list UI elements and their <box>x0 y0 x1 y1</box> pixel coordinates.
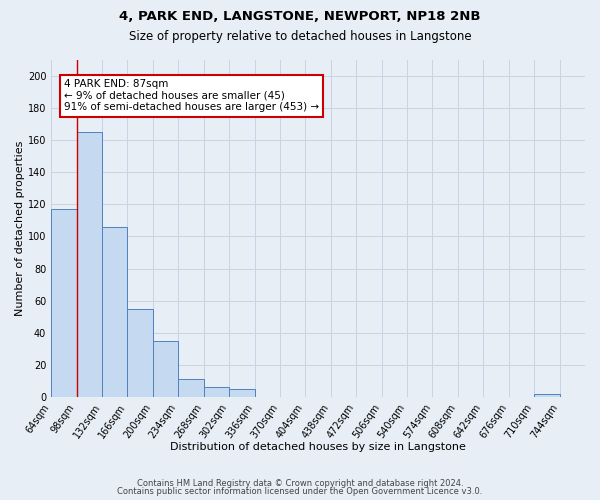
Bar <box>203 387 229 397</box>
Bar <box>178 379 203 397</box>
Y-axis label: Number of detached properties: Number of detached properties <box>15 140 25 316</box>
X-axis label: Distribution of detached houses by size in Langstone: Distribution of detached houses by size … <box>170 442 466 452</box>
Text: Contains public sector information licensed under the Open Government Licence v3: Contains public sector information licen… <box>118 487 482 496</box>
Bar <box>77 132 102 397</box>
Text: 4 PARK END: 87sqm
← 9% of detached houses are smaller (45)
91% of semi-detached : 4 PARK END: 87sqm ← 9% of detached house… <box>64 79 319 112</box>
Text: 4, PARK END, LANGSTONE, NEWPORT, NP18 2NB: 4, PARK END, LANGSTONE, NEWPORT, NP18 2N… <box>119 10 481 23</box>
Text: Size of property relative to detached houses in Langstone: Size of property relative to detached ho… <box>128 30 472 43</box>
Text: Contains HM Land Registry data © Crown copyright and database right 2024.: Contains HM Land Registry data © Crown c… <box>137 478 463 488</box>
Bar <box>51 209 77 397</box>
Bar <box>127 308 153 397</box>
Bar <box>229 389 254 397</box>
Bar <box>534 394 560 397</box>
Bar <box>102 227 127 397</box>
Bar <box>153 340 178 397</box>
